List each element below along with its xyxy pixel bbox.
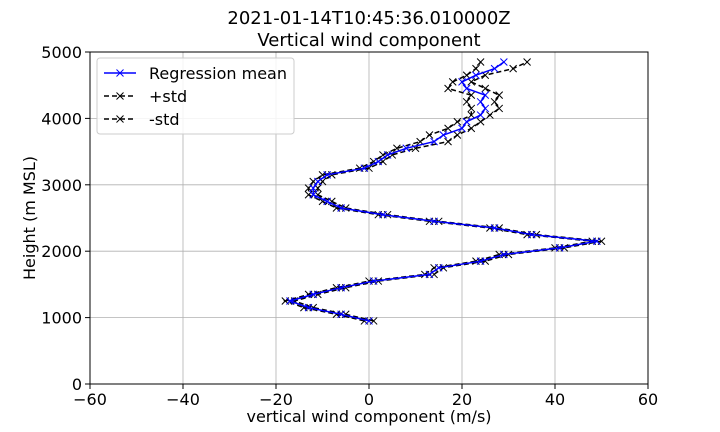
data-point [458,124,466,133]
data-point [439,131,448,139]
data-point [476,117,485,126]
legend-box [96,57,295,135]
x-tick-label: 60 [638,390,658,409]
data-point [383,151,392,159]
chart-subtitle: Vertical wind component [257,30,480,51]
data-point [458,78,466,86]
data-point [462,97,471,106]
data-point [499,58,508,66]
data-point [462,71,471,80]
data-point [476,58,485,66]
data-point [481,91,490,100]
data-point [476,97,485,106]
data-point [304,303,313,312]
data-point [430,217,438,226]
data-point [434,263,443,272]
data-point [467,124,476,133]
data-point [495,91,504,100]
y-axis-label: Height (m MSL) [20,156,39,280]
data-point [476,111,485,119]
y-tick-label: 4000 [41,109,82,128]
chart-title: 2021-01-14T10:45:36.010000Z [227,8,510,29]
data-point [453,131,462,139]
y-tick-label: 3000 [41,176,82,195]
data-point [472,64,480,73]
axis-ticks: −60 −40 −20 0 20 40 60 0 1000 2000 3000 4000 5000 [41,43,658,409]
data-point [592,237,601,246]
data-point [523,58,531,66]
legend-label-2: -std [149,110,180,129]
data-point [337,204,345,212]
data-point [313,177,322,186]
data-point [309,190,318,199]
data-point [309,184,318,192]
data-point [444,84,452,93]
legend-marker-1 [116,92,124,100]
legend-label-0: Regression mean [149,64,287,83]
data-point [337,310,345,319]
x-tick-label: −40 [166,390,200,409]
x-tick-label: 0 [364,390,374,409]
data-point [379,210,387,219]
data-point [444,124,452,133]
data-point [444,137,452,146]
data-point [369,277,378,285]
data-point [509,64,518,73]
data-point [490,97,499,106]
data-point [286,297,294,305]
data-point [323,197,332,206]
data-point [467,91,476,100]
data-point [425,131,434,139]
data-point [476,257,485,266]
data-point [467,78,476,86]
data-point [448,78,457,86]
data-point [495,104,504,113]
data-point [481,84,490,93]
legend-marker-0 [116,69,124,77]
legend: Regression mean +std -std [96,57,295,135]
y-tick-label: 1000 [41,309,82,328]
data-point [499,250,508,259]
data-point [462,84,471,93]
x-tick-label: −20 [259,390,293,409]
y-tick-label: 0 [72,375,82,394]
data-point [309,290,318,299]
data-point [337,283,345,292]
data-point [555,244,564,252]
data-point [490,64,499,73]
series-line-0 [287,61,598,322]
data-point [467,111,476,119]
data-point [425,270,434,279]
data-point [481,104,490,113]
data-point [360,164,369,173]
data-point [490,224,499,232]
series-layer [281,58,606,325]
data-point [486,111,494,119]
legend-label-1: +std [149,87,187,106]
x-tick-label: 20 [452,390,472,409]
x-tick-label: −60 [73,390,107,409]
y-tick-label: 2000 [41,242,82,261]
x-axis-label: vertical wind component (m/s) [246,407,491,426]
data-point [402,144,411,153]
data-point [453,117,462,126]
legend-marker-2 [116,115,124,123]
x-tick-label: 40 [545,390,565,409]
data-point [374,157,383,166]
data-point [472,71,480,80]
y-tick-label: 5000 [41,43,82,62]
data-point [323,170,332,179]
data-point [527,230,536,239]
data-point [365,317,373,325]
data-point [430,137,438,146]
data-point [467,104,476,113]
data-point [462,117,471,126]
